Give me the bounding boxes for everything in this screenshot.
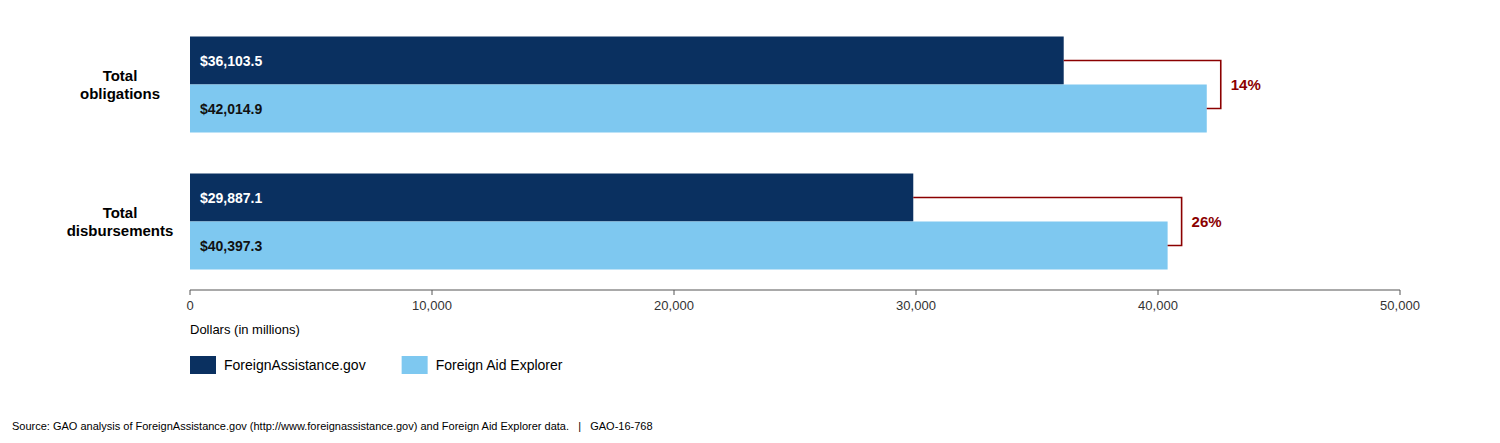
data-label: $29,887.1: [200, 190, 262, 206]
tick-label: 0: [186, 298, 193, 313]
tick: [432, 290, 433, 295]
tick-label: 50,000: [1380, 298, 1420, 313]
tick: [1400, 290, 1401, 295]
annotation: 14%: [1231, 76, 1261, 93]
bar: [190, 37, 1064, 85]
category-label-line: Total: [103, 67, 138, 84]
axis-label: Dollars (in millions): [190, 322, 300, 337]
legend-label: ForeignAssistance.gov: [224, 357, 366, 373]
bar: [190, 85, 1207, 133]
bar: [190, 222, 1168, 270]
category-label-line: Total: [103, 204, 138, 221]
data-label: $40,397.3: [200, 238, 262, 254]
bracket: [1064, 61, 1221, 109]
data-labels: $36,103.5 $29,887.1 $42,014.9 $40,397.3: [200, 53, 262, 254]
tick: [916, 290, 917, 295]
legend: ForeignAssistance.gov Foreign Aid Explore…: [190, 356, 563, 374]
legend-swatch: [402, 356, 428, 374]
tick-label: 10,000: [412, 298, 452, 313]
tick: [674, 290, 675, 295]
data-label: $42,014.9: [200, 101, 262, 117]
axis-line: [190, 290, 1400, 291]
category-label-line: obligations: [80, 85, 160, 102]
category-labels: TotalobligationsTotaldisbursements: [67, 67, 174, 239]
source-note: Source: GAO analysis of ForeignAssistanc…: [12, 420, 653, 432]
bars: [190, 37, 1207, 270]
legend-label: Foreign Aid Explorer: [436, 357, 563, 373]
annotations: 14% 26%: [913, 61, 1261, 246]
bar: [190, 174, 913, 222]
annotation: 26%: [1192, 213, 1222, 230]
tick: [190, 290, 191, 295]
category-label: Totaldisbursements: [67, 204, 174, 239]
tick-label: 20,000: [654, 298, 694, 313]
category-label-line: disbursements: [67, 222, 174, 239]
tick: [1158, 290, 1159, 295]
tick-label: 30,000: [896, 298, 936, 313]
data-label: $36,103.5: [200, 53, 262, 69]
tick-label: 40,000: [1138, 298, 1178, 313]
category-label: Totalobligations: [80, 67, 160, 102]
legend-swatch: [190, 356, 216, 374]
bracket: [913, 198, 1181, 246]
chart: $36,103.5 $29,887.1 $42,014.9 $40,397.3 14% 2…: [0, 0, 1500, 443]
x-axis: 0 10,000 20,000 30,000 40,000 50,000 Dollars (…: [186, 290, 1420, 337]
